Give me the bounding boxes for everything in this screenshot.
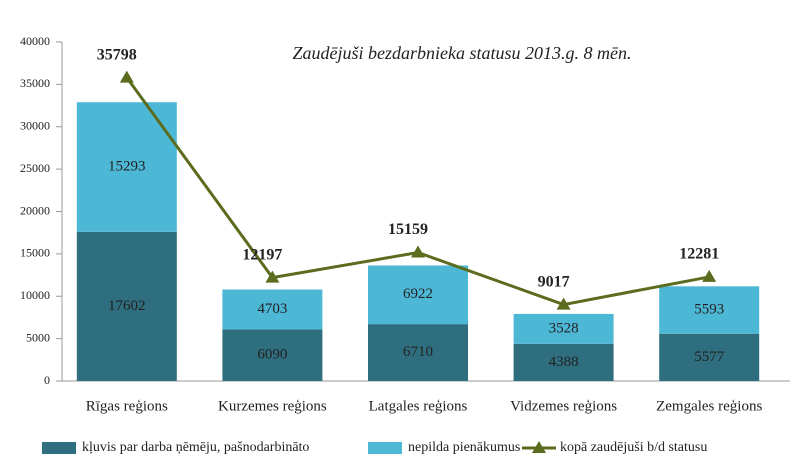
- segment-label: 5577: [694, 349, 725, 365]
- total-label: 12281: [679, 246, 719, 263]
- legend-label: nepilda pienākumus: [408, 440, 520, 455]
- total-label: 9017: [538, 273, 570, 290]
- legend-swatch: [42, 442, 76, 454]
- legend-marker: [532, 441, 546, 453]
- x-tick-label: Kurzemes reģions: [218, 398, 327, 414]
- line-marker: [119, 70, 134, 83]
- segment-label: 6090: [257, 347, 287, 363]
- bar-segment: [513, 343, 614, 381]
- bar-segment: [513, 313, 614, 344]
- y-tick-label: 0: [44, 373, 50, 387]
- x-tick-label: Rīgas reģions: [86, 398, 168, 414]
- bar-segment: [368, 324, 468, 381]
- line-marker: [265, 270, 280, 283]
- bar-segment: [222, 329, 323, 381]
- segment-label: 6922: [403, 286, 433, 302]
- y-tick-label: 25000: [20, 161, 50, 175]
- line-marker: [411, 245, 425, 258]
- segment-label: 17602: [108, 298, 146, 314]
- y-tick-label: 30000: [20, 119, 50, 133]
- y-tick-label: 10000: [20, 288, 50, 302]
- legend-label: kopā zaudējuši b/d statusu: [560, 440, 707, 455]
- total-label: 15159: [388, 221, 428, 238]
- bar-segment: [659, 333, 760, 381]
- segment-label: 4703: [257, 301, 287, 317]
- legend-label: kļuvis par darba ņēmēju, pašnodarbināto: [82, 440, 309, 455]
- total-label: 35798: [97, 46, 137, 63]
- bar-segment: [659, 286, 760, 334]
- x-tick-label: Vidzemes reģions: [510, 398, 617, 414]
- y-tick-label: 40000: [20, 34, 50, 48]
- y-tick-label: 20000: [20, 203, 50, 217]
- line-marker: [556, 297, 571, 310]
- segment-label: 6710: [403, 344, 433, 360]
- chart-title: Zaudējuši bezdarbnieka statusu 2013.g. 8…: [293, 43, 632, 63]
- segment-label: 4388: [549, 354, 579, 370]
- line-marker: [702, 269, 717, 282]
- bar-segment: [368, 265, 468, 325]
- segment-label: 5593: [694, 301, 724, 317]
- y-tick-label: 35000: [20, 76, 50, 90]
- legend-swatch: [368, 442, 402, 454]
- bar-segment: [76, 231, 177, 381]
- bar-segment: [222, 289, 323, 330]
- segment-label: 15293: [108, 158, 146, 174]
- x-tick-label: Latgales reģions: [369, 398, 468, 414]
- y-tick-label: 15000: [20, 246, 50, 260]
- total-label: 12197: [242, 246, 282, 263]
- y-tick-label: 5000: [26, 330, 50, 344]
- x-tick-label: Zemgales reģions: [656, 398, 762, 414]
- segment-label: 3528: [549, 320, 579, 336]
